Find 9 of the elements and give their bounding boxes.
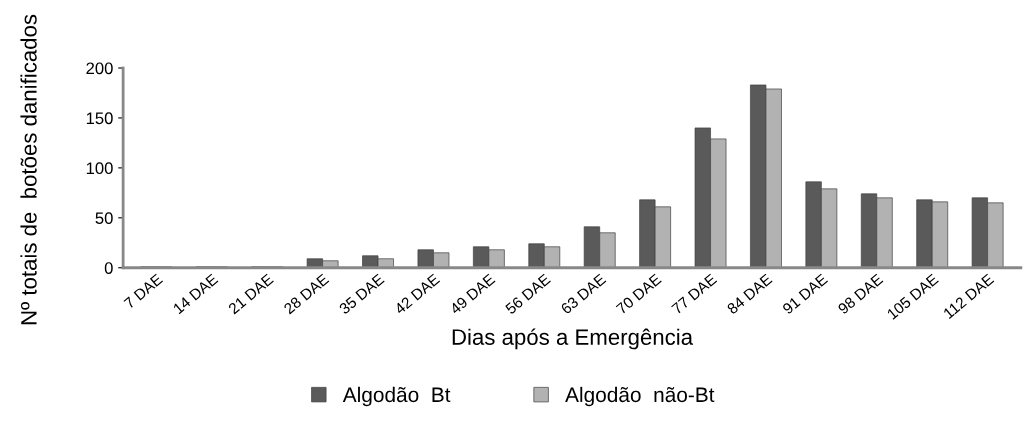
y-tick-label: 100 <box>86 162 113 175</box>
x-axis-title: Dias após a Emergência <box>452 328 694 350</box>
legend-label: Algodão Bt <box>342 386 451 407</box>
y-tick-label: 200 <box>86 62 113 75</box>
y-axis-title: Nº totais de botões danificados <box>20 14 37 325</box>
y-tick-label: 150 <box>86 112 113 125</box>
legend-label: Algodão não-Bt <box>565 386 715 407</box>
y-tick-label: 50 <box>95 212 113 225</box>
y-tick-label: 0 <box>104 262 113 274</box>
